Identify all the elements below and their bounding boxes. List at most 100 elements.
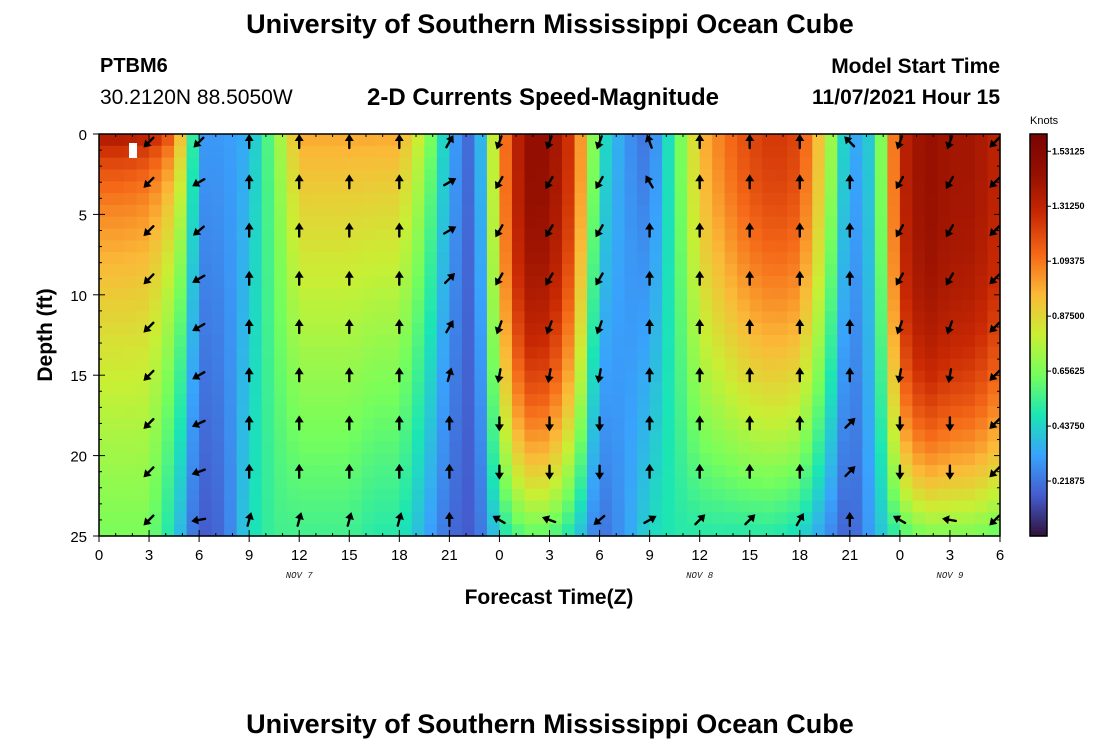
current-arrow [445,367,455,383]
heat-cell [974,488,989,502]
colorbar-segment [1030,170,1047,173]
x-tick-label: 3 [545,547,553,564]
heat-cell [311,134,325,147]
heat-cell [774,394,788,407]
heat-cell [311,500,325,513]
heat-cell [186,335,200,348]
heat-cell [762,252,776,265]
current-arrow [244,270,254,286]
heat-cell [511,441,526,454]
heat-cell [987,382,1001,395]
heat-cell [562,193,576,206]
current-arrow [844,417,856,429]
heat-cell [161,311,175,324]
heat-cell [199,441,213,454]
heat-cell [749,500,763,513]
current-arrow [945,416,955,432]
heat-cell [787,228,801,242]
heat-cell [837,204,851,218]
heat-cell [887,346,901,360]
heat-cell [962,228,976,242]
heat-cell [949,252,964,265]
heat-cell [274,181,288,194]
heat-cell [637,181,651,194]
heat-cell [249,323,263,336]
heat-cell [937,157,951,171]
heat-cell [849,512,863,525]
heat-cell [624,500,638,513]
heat-cell [837,264,851,277]
heat-cell [499,240,513,253]
heat-cell [662,394,676,407]
heat-cell [424,134,438,147]
heat-cell [474,370,488,383]
heat-cell [111,299,125,312]
heat-cell [837,157,851,171]
heat-cell [912,252,926,265]
heat-cell [436,157,450,171]
heat-cell [386,311,400,324]
heat-cell [236,252,250,265]
x-tick-label: 6 [195,547,203,564]
chart-subtitle: 2-D Currents Speed-Magnitude [367,84,720,111]
heat-cell [311,394,325,407]
heat-cell [336,134,350,147]
heat-cell [574,181,588,194]
heat-cell [236,358,250,372]
heat-cell [149,264,163,277]
heat-cell [974,169,989,182]
heat-cell [361,524,375,537]
heat-cell [236,512,250,525]
heat-cell [612,311,626,324]
heat-cell [874,145,888,159]
heat-cell [662,204,676,218]
colorbar-segment [1030,335,1047,338]
heat-cell [787,204,801,218]
heat-cell [599,488,613,502]
heat-cell [687,405,701,419]
heat-cell [687,299,701,312]
heat-cell [361,145,375,159]
colorbar-segment [1030,517,1047,521]
heat-cell [624,476,638,490]
heat-cell [249,145,263,159]
heat-cell [649,323,663,336]
heat-cell [762,488,776,502]
current-arrow [544,320,554,335]
heat-cell [174,476,188,490]
heat-cell [637,299,651,312]
heat-cell [737,335,751,348]
current-arrow [244,174,254,190]
heat-cell [374,429,388,443]
colorbar-segment [1030,445,1047,449]
heat-cell [724,512,738,525]
heat-cell [374,346,388,360]
heat-cell [299,476,313,490]
heat-cell [737,240,751,253]
heat-cell [612,240,626,253]
heat-cell [511,394,526,407]
heat-cell [411,382,425,395]
heat-cell [862,228,876,242]
current-arrow [443,226,457,235]
current-arrow [492,515,506,525]
heat-cell [912,275,926,289]
heat-cell [311,204,325,218]
heat-cell [624,287,638,301]
heat-cell [899,252,913,265]
heat-cell [887,252,901,265]
heat-cell [612,346,626,360]
heat-cell [211,145,225,159]
heat-cell [887,299,901,312]
heat-cell [511,453,526,466]
heat-cell [361,252,375,265]
heat-cell [161,465,175,478]
heat-cell [361,476,375,490]
heat-cell [874,346,888,360]
heat-cell [762,169,776,182]
heat-cell [949,193,964,206]
heat-cell [687,157,701,171]
heat-cell [562,311,576,324]
heat-cell [862,216,876,230]
heat-cell [449,524,463,537]
